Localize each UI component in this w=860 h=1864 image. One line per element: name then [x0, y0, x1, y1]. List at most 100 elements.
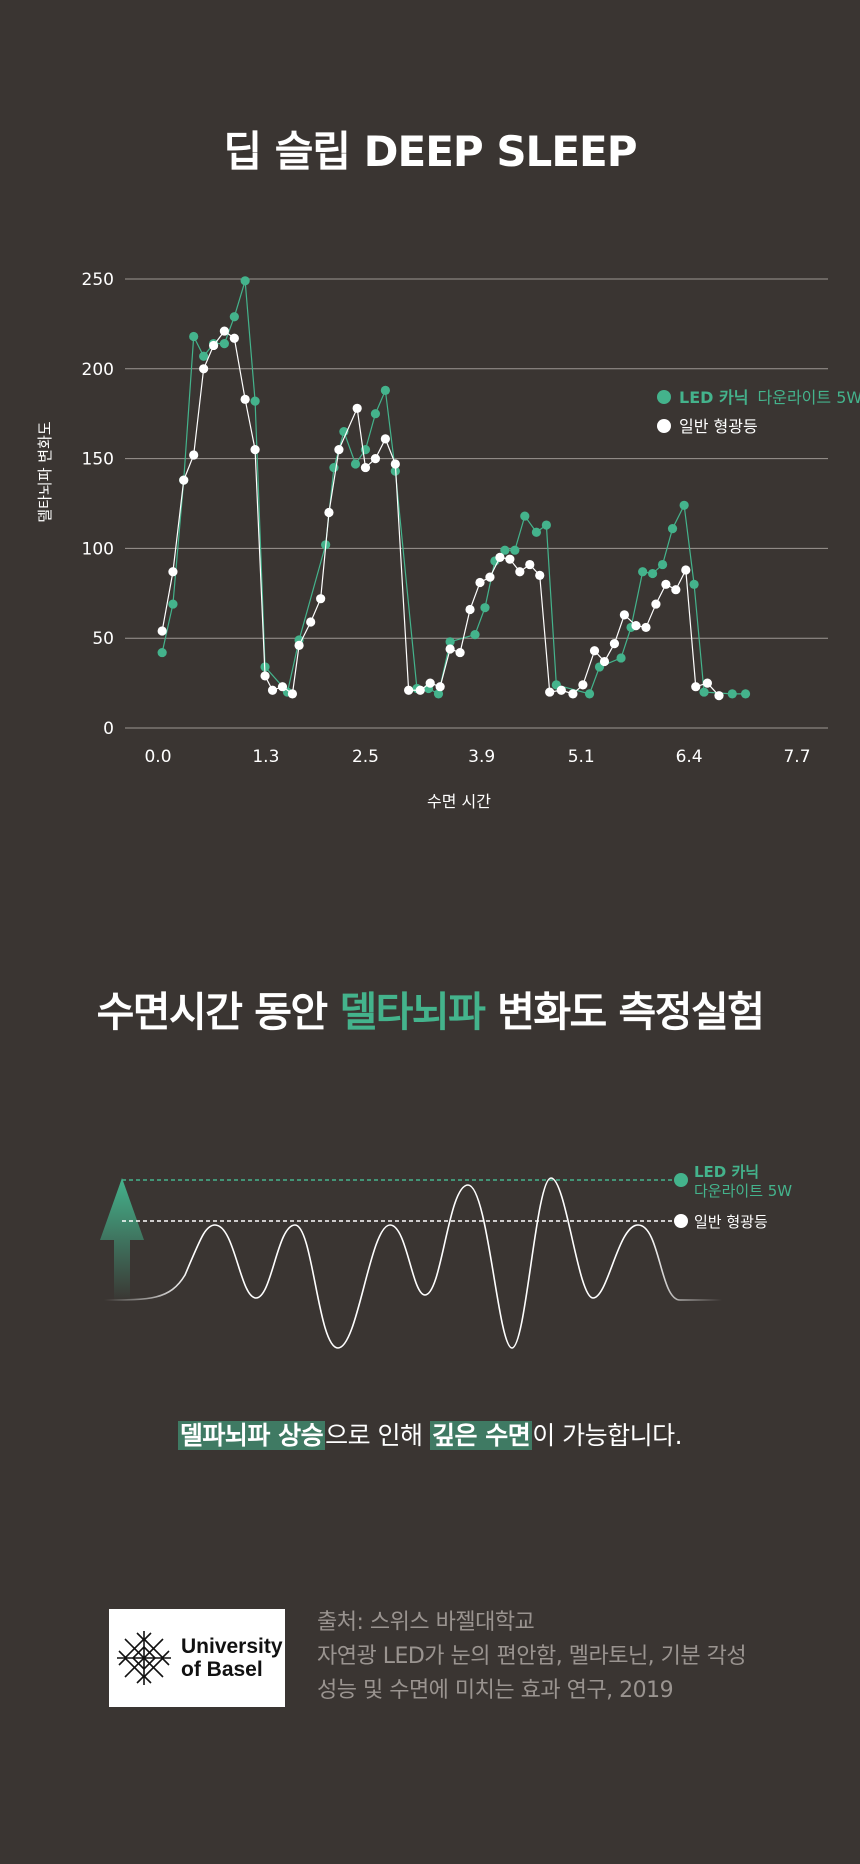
data-point — [157, 647, 167, 658]
data-point — [324, 507, 334, 518]
y-axis-label: 델타뇌파 변화도 — [36, 421, 54, 523]
data-point — [515, 567, 525, 577]
data-point — [535, 570, 545, 580]
data-point — [740, 689, 751, 699]
data-point — [641, 622, 651, 633]
data-point — [671, 585, 681, 595]
data-point — [541, 520, 551, 530]
y-tick-label: 250 — [82, 270, 114, 290]
data-point — [267, 685, 278, 695]
data-point — [520, 511, 530, 521]
brainwave-line — [103, 1177, 722, 1349]
x-axis-ticks: 0.0 1.3 2.5 3.9 5.1 6.4 7.7 — [144, 747, 810, 767]
data-point — [370, 409, 381, 419]
source-line-2: 자연광 LED가 눈의 편안함, 멜라토닌, 기분 각성 — [317, 1644, 747, 1669]
data-point — [455, 647, 465, 658]
source-line-1: 출처: 스위스 바젤대학교 — [317, 1610, 535, 1635]
data-point — [638, 567, 648, 577]
data-point — [505, 554, 515, 564]
data-point — [727, 689, 737, 699]
y-tick-label: 200 — [82, 360, 114, 380]
data-point — [316, 594, 326, 604]
legend-fluorescent-label: 일반 형광등 — [679, 417, 758, 436]
data-point — [589, 646, 600, 656]
data-point — [609, 638, 620, 649]
legend-led-bold: LED 카닉 — [679, 388, 748, 407]
data-point — [702, 678, 712, 688]
data-point — [689, 579, 699, 589]
data-point — [306, 617, 316, 627]
data-point — [578, 680, 588, 690]
data-point — [679, 500, 689, 510]
data-point — [157, 626, 167, 636]
y-tick-label: 150 — [82, 450, 114, 470]
data-point — [229, 312, 239, 322]
data-point — [250, 445, 260, 455]
claim-part-2: 으로 인해 — [325, 1421, 430, 1450]
wave-legend-led-bold: LED 카닉 — [694, 1163, 759, 1181]
data-point — [404, 685, 414, 695]
experiment-title: 수면시간 동안 델타뇌파 변화도 측정실험 — [0, 978, 860, 1038]
rising-arrow-icon — [100, 1178, 144, 1302]
data-point — [445, 644, 455, 654]
data-point — [445, 637, 455, 647]
data-point — [510, 545, 520, 555]
data-point — [380, 434, 390, 444]
data-point — [568, 689, 578, 699]
wave-legend-fluorescent-marker — [674, 1214, 688, 1228]
y-axis-ticks: 0 50 100 150 200 250 — [82, 270, 114, 739]
data-point — [699, 687, 709, 697]
data-point — [168, 567, 178, 577]
data-point — [495, 552, 505, 562]
data-point — [661, 579, 671, 589]
claim-highlight-2: 깊은 수면 — [430, 1421, 533, 1450]
data-point — [240, 394, 250, 404]
x-tick-label: 7.7 — [783, 747, 810, 767]
data-point — [219, 326, 229, 336]
data-point — [545, 687, 555, 697]
data-point — [415, 685, 425, 695]
wave-legend-led-marker — [674, 1173, 688, 1187]
claim-highlight-1: 델파뇌파 상승 — [177, 1421, 326, 1450]
experiment-title-highlight: 델타뇌파 — [339, 988, 485, 1036]
data-point — [287, 689, 298, 699]
data-point — [352, 403, 362, 413]
university-name: University of Basel — [181, 1635, 283, 1681]
legend-led-label: LED 카닉 다운라이트 5W — [679, 388, 860, 407]
data-point — [334, 445, 344, 455]
claim-text: 델파뇌파 상승으로 인해 깊은 수면이 가능합니다. — [0, 1416, 860, 1452]
data-point — [667, 524, 678, 534]
data-point — [189, 331, 199, 342]
x-axis-label: 수면 시간 — [427, 792, 491, 811]
series-line — [161, 330, 720, 697]
data-point — [360, 462, 371, 473]
data-point — [433, 689, 444, 699]
data-point — [465, 604, 475, 615]
data-point — [240, 276, 250, 286]
page-title: 딥 슬립 DEEP SLEEP — [223, 127, 638, 176]
data-point — [350, 459, 361, 469]
data-point — [199, 364, 209, 374]
y-tick-label: 50 — [92, 629, 114, 649]
data-point — [199, 351, 209, 361]
y-tick-label: 100 — [82, 539, 114, 559]
chart-series — [157, 276, 751, 701]
x-tick-label: 5.1 — [568, 747, 595, 767]
legend-led-rest: 다운라이트 5W — [758, 388, 860, 407]
logo-line-2: of Basel — [181, 1658, 263, 1681]
x-tick-label: 6.4 — [676, 747, 703, 767]
data-point — [390, 459, 400, 469]
claim-part-3: 이 가능합니다. — [532, 1421, 683, 1450]
x-tick-label: 0.0 — [144, 747, 171, 767]
y-tick-label: 0 — [103, 719, 114, 739]
legend-fluorescent-marker — [657, 419, 671, 433]
data-point — [370, 454, 381, 464]
data-point — [556, 685, 566, 695]
data-point — [277, 682, 288, 692]
x-tick-label: 2.5 — [352, 747, 379, 767]
chart-grid — [125, 278, 828, 729]
data-point — [425, 678, 435, 688]
experiment-title-end: 변화도 측정실험 — [484, 988, 765, 1036]
data-point — [599, 656, 610, 667]
legend-led-marker — [657, 390, 671, 404]
